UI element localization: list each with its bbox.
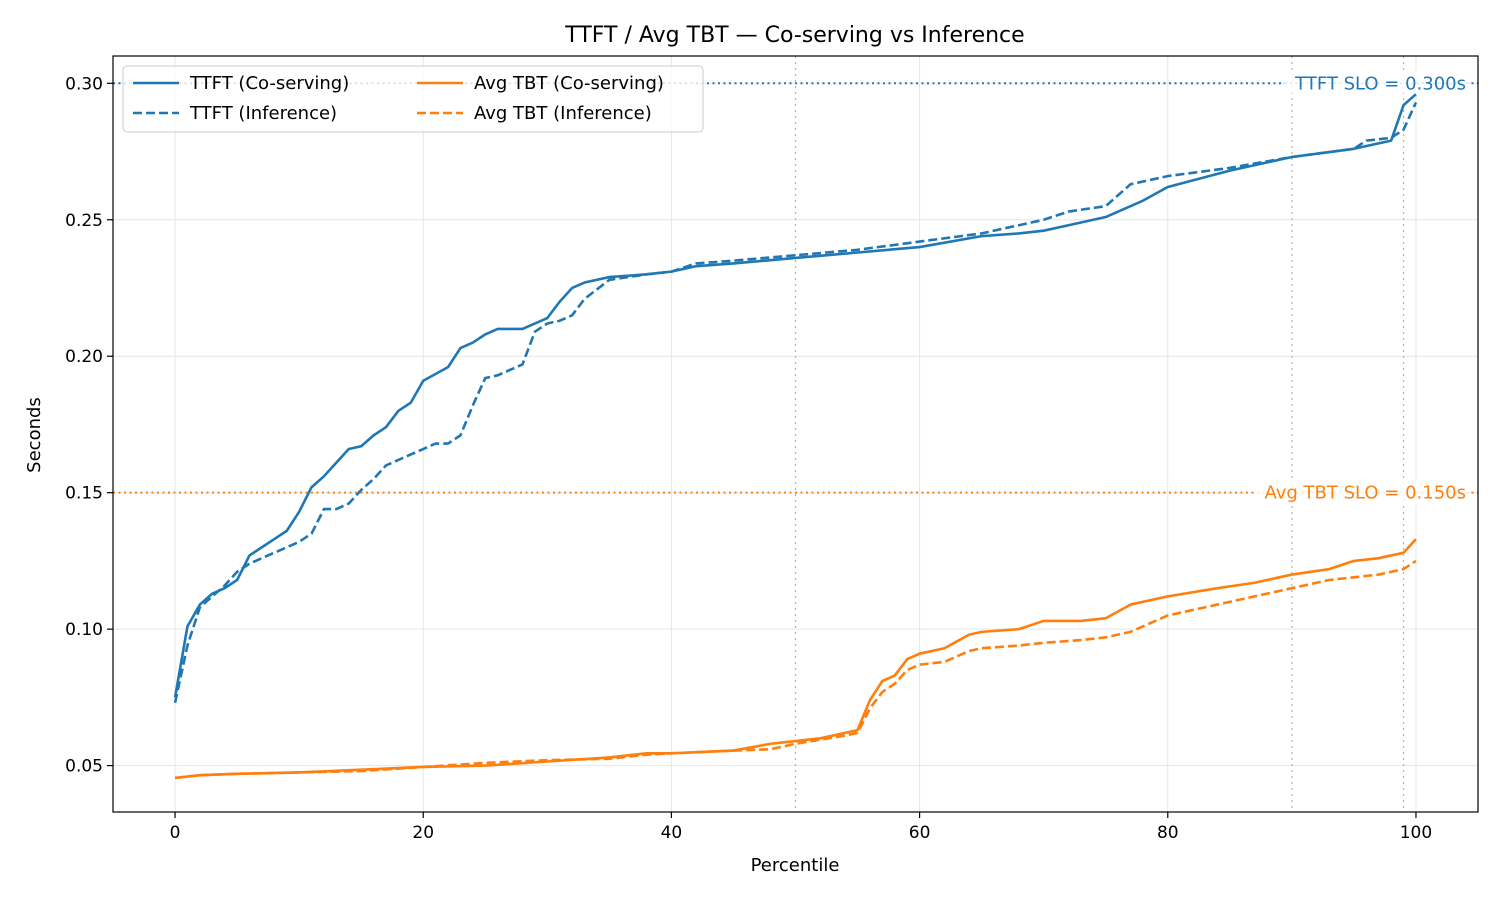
- slo-label: Avg TBT SLO = 0.150s: [1264, 483, 1466, 504]
- series-line: [173, 101, 1418, 704]
- y-tick-label: 0.15: [65, 484, 103, 504]
- legend-label: TTFT (Inference): [189, 103, 337, 124]
- series-line: [173, 93, 1417, 698]
- x-tick-label: 0: [170, 823, 181, 843]
- x-tick-label: 20: [412, 823, 434, 843]
- series-lines: [173, 93, 1418, 780]
- x-axis-ticks: 0 20 40 60 80 100: [170, 812, 1432, 843]
- x-tick-label: 40: [661, 823, 683, 843]
- y-tick-label: 0.30: [65, 74, 103, 94]
- y-axis-ticks: 0.05 0.10 0.15 0.20 0.25 0.30: [65, 74, 113, 777]
- y-tick-label: 0.10: [65, 620, 103, 640]
- legend: TTFT (Co-serving) TTFT (Inference) Avg TBT…: [122, 65, 704, 133]
- y-axis-title: Seconds: [24, 397, 45, 473]
- legend-label: Avg TBT (Inference): [474, 103, 652, 124]
- legend-label: Avg TBT (Co-serving): [474, 73, 664, 94]
- slo-label-background: [1284, 71, 1468, 94]
- percentile-markers: [794, 56, 1405, 812]
- y-tick-label: 0.20: [65, 347, 103, 367]
- slo-label-background: [1254, 480, 1468, 503]
- slo-label: TTFT SLO = 0.300s: [1294, 73, 1466, 94]
- series-line: [174, 559, 1417, 780]
- series-line: [174, 538, 1417, 780]
- y-tick-label: 0.05: [65, 757, 103, 777]
- x-tick-label: 60: [909, 823, 931, 843]
- x-tick-label: 80: [1157, 823, 1179, 843]
- plot-area-frame: [112, 55, 1479, 813]
- slo-lines: TTFT SLO = 0.300s Avg TBT SLO = 0.150s: [113, 71, 1478, 504]
- y-tick-label: 0.25: [65, 211, 103, 231]
- legend-label: TTFT (Co-serving): [189, 73, 349, 94]
- chart-title: TTFT / Avg TBT — Co-serving vs Inference: [564, 23, 1024, 48]
- legend-box: [122, 65, 704, 133]
- x-axis-title: Percentile: [751, 855, 840, 876]
- x-tick-label: 100: [1400, 823, 1432, 843]
